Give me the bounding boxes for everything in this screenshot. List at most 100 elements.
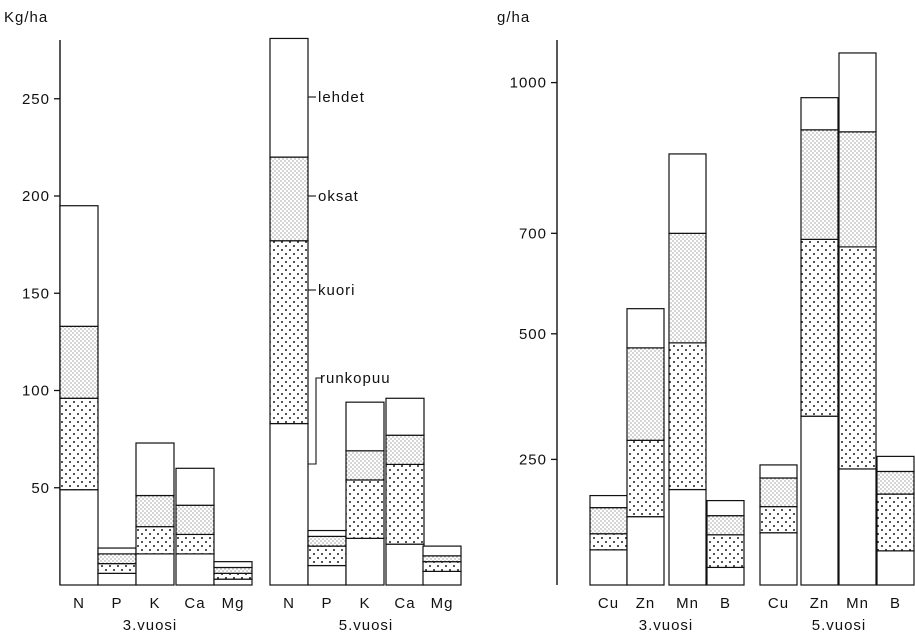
bar-segment-runkopuu xyxy=(59,489,99,586)
right-category-label: Mn xyxy=(846,595,869,612)
bar-segment-oksat xyxy=(589,507,628,535)
bar-segment-oksat xyxy=(97,553,137,565)
left-category-labels: N P K Ca Mg N P K Ca Mg xyxy=(73,595,452,612)
annotation-oksat: oksat xyxy=(318,188,359,205)
bar-segment-oksat xyxy=(345,450,385,481)
bar-segment-oksat xyxy=(838,131,877,248)
bar-segment-kuori xyxy=(269,240,309,425)
left-category-label: Ca xyxy=(394,595,415,612)
bar-segment-runkopuu xyxy=(626,516,665,586)
bar-segment-runkopuu xyxy=(345,537,385,586)
bar-segment-kuori xyxy=(213,572,253,580)
bar-segment-kuori xyxy=(706,534,745,569)
bar-segment-oksat xyxy=(800,129,839,240)
bar-segment-lehdet xyxy=(668,153,707,234)
right-y-tick-label: 500 xyxy=(519,326,547,343)
bar-segment-lehdet xyxy=(759,464,798,479)
bar-segment-oksat xyxy=(269,156,309,242)
bar-segment-oksat xyxy=(626,347,665,441)
right-y-tick-label: 700 xyxy=(519,225,547,242)
left-category-label: K xyxy=(359,595,370,612)
layer-annotations: lehdet oksat kuori runkopuu xyxy=(308,89,391,465)
right-y-tick-label: 1000 xyxy=(510,75,547,92)
bar-segment-oksat xyxy=(59,325,99,399)
bar-segment-lehdet xyxy=(385,397,425,436)
bar-segment-kuori xyxy=(800,238,839,417)
annotation-runkopuu: runkopuu xyxy=(320,370,391,387)
bar-segment-runkopuu xyxy=(589,549,628,586)
left-category-label: Mg xyxy=(222,595,245,612)
bar-segment-oksat xyxy=(213,566,253,574)
right-category-label: Cu xyxy=(768,595,789,612)
left-y-tick-label: 150 xyxy=(22,285,50,302)
right-unit-label: g/ha xyxy=(497,9,530,26)
bar-segment-runkopuu xyxy=(759,532,798,586)
bar-segment-lehdet xyxy=(213,561,253,569)
bar-segment-runkopuu xyxy=(213,578,253,586)
bar-segment-lehdet xyxy=(97,547,137,555)
bar-segment-lehdet xyxy=(589,494,628,509)
bar-segment-kuori xyxy=(876,493,915,552)
bar-segment-oksat xyxy=(307,535,347,547)
bar-segment-runkopuu xyxy=(175,553,215,586)
bar-segment-runkopuu xyxy=(307,564,347,586)
right-category-label: Zn xyxy=(636,595,656,612)
macronutrient-chart: Kg/ha 50 100 150 200 250 N P K Ca Mg N P K Ca Mg 3.vu… xyxy=(4,9,462,634)
bar-segment-kuori xyxy=(135,526,175,555)
bar-segment-kuori xyxy=(59,397,99,491)
bar-segment-kuori xyxy=(175,533,215,555)
bar-segment-lehdet xyxy=(59,205,99,327)
bar-segment-oksat xyxy=(759,477,798,508)
bar-segment-runkopuu xyxy=(385,543,425,586)
left-y-tick-label: 50 xyxy=(31,480,50,497)
right-group-label-5: 5.vuosi xyxy=(812,617,867,634)
left-category-label: K xyxy=(149,595,160,612)
right-y-tick-label: 250 xyxy=(519,451,547,468)
left-category-label: P xyxy=(111,595,122,612)
bar-segment-kuori xyxy=(589,533,628,551)
bar-segment-runkopuu xyxy=(706,566,745,586)
bar-segment-lehdet xyxy=(307,529,347,537)
bar-segment-kuori xyxy=(422,561,462,572)
micronutrient-chart: g/ha 250 500 700 1000 Cu Zn Mn B Cu Zn Mn B 3.vuos… xyxy=(497,9,915,634)
bar-segment-oksat xyxy=(175,504,215,536)
bar-segment-lehdet xyxy=(626,308,665,349)
bar-segment-kuori xyxy=(97,563,137,574)
right-category-label: Cu xyxy=(598,595,619,612)
right-y-ticks: 250 500 700 1000 xyxy=(510,75,557,468)
left-category-label: Ca xyxy=(184,595,205,612)
bar-segment-oksat xyxy=(876,470,915,495)
left-y-tick-label: 100 xyxy=(22,383,50,400)
bar-segment-kuori xyxy=(759,506,798,534)
bar-segment-kuori xyxy=(668,342,707,491)
bar-segment-oksat xyxy=(385,434,425,466)
right-category-label: B xyxy=(720,595,731,612)
left-y-tick-label: 200 xyxy=(22,188,50,205)
bar-segment-oksat xyxy=(135,494,175,528)
bar-segment-runkopuu xyxy=(876,550,915,586)
bar-segment-runkopuu xyxy=(135,553,175,586)
bar-segment-runkopuu xyxy=(800,415,839,586)
annotation-kuori: kuori xyxy=(318,282,356,299)
left-bars xyxy=(59,37,462,586)
bar-segment-lehdet xyxy=(135,442,175,497)
bar-segment-kuori xyxy=(307,545,347,567)
bar-segment-lehdet xyxy=(838,52,877,133)
bar-segment-lehdet xyxy=(269,37,309,158)
bar-segment-runkopuu xyxy=(668,488,707,586)
right-category-labels: Cu Zn Mn B Cu Zn Mn B xyxy=(598,595,901,612)
bar-segment-runkopuu xyxy=(97,572,137,586)
left-y-tick-label: 250 xyxy=(22,91,50,108)
left-y-ticks: 50 100 150 200 250 xyxy=(22,91,60,497)
right-category-label: Zn xyxy=(810,595,830,612)
bar-segment-runkopuu xyxy=(269,422,309,586)
bar-segment-runkopuu xyxy=(422,570,462,586)
bar-segment-kuori xyxy=(626,439,665,518)
bar-segment-lehdet xyxy=(345,401,385,452)
right-category-label: B xyxy=(890,595,901,612)
bar-segment-kuori xyxy=(838,246,877,470)
left-category-label: P xyxy=(321,595,332,612)
left-group-label-5: 5.vuosi xyxy=(339,617,394,634)
left-group-label-3: 3.vuosi xyxy=(123,617,178,634)
